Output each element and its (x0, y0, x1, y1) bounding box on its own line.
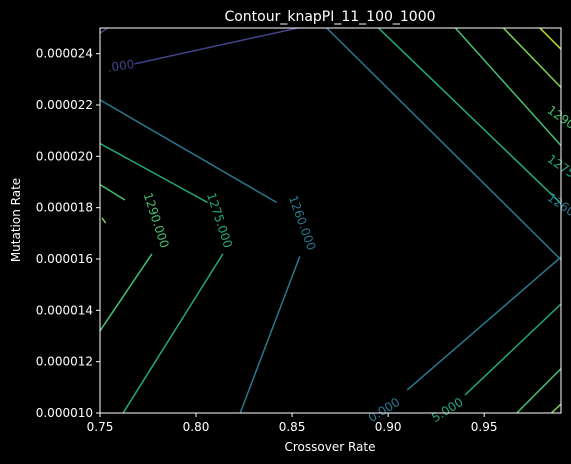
contour-line-1320-13 (539, 28, 561, 51)
contour-line-1275-3 (100, 142, 208, 204)
x-axis-label: Crossover Rate (285, 440, 376, 454)
contour-line-1245-1 (134, 28, 298, 65)
y-tick-label: 0.000014 (36, 303, 93, 317)
contour-line-1260-14 (406, 256, 561, 391)
x-tick-label: 0.95 (471, 420, 498, 434)
x-tick-label: 0.75 (87, 420, 114, 434)
y-axis-label: Mutation Rate (9, 178, 23, 262)
x-tick-label: 0.85 (279, 420, 306, 434)
y-tick-label: 0.000010 (36, 406, 93, 420)
y-tick-label: 0.000012 (36, 355, 93, 369)
contour-line-1275-7 (122, 253, 224, 413)
contour-line-1290-4 (100, 183, 126, 201)
y-tick-label: 0.000024 (36, 47, 93, 61)
contour-lines (100, 28, 561, 413)
y-axis: 0.000010 0.000012 0.000014 0.000016 0.000018… (36, 47, 100, 420)
contour-line-1290-16 (516, 367, 561, 413)
y-tick-label: 0.000020 (36, 149, 93, 163)
x-tick-label: 0.90 (375, 420, 402, 434)
contour-line-1305-5 (101, 217, 107, 224)
y-tick-label: 0.000018 (36, 201, 93, 215)
x-axis: 0.75 0.80 0.85 0.90 0.95 (87, 413, 498, 434)
contour-line-1305-12 (502, 28, 561, 89)
contour-line-1290-6 (100, 253, 153, 332)
contour-line-1305-17 (550, 402, 561, 413)
contour-line-1260-9 (326, 28, 561, 261)
plot-frame (99, 27, 562, 414)
contour-label-0: .000 (107, 57, 135, 75)
contour-line-1290-11 (454, 28, 561, 147)
contour-line-1245-0 (100, 28, 109, 34)
contour-line-1275-15 (464, 302, 561, 396)
contour-line-1260-8 (239, 256, 301, 413)
x-tick-label: 0.80 (183, 420, 210, 434)
contour-line-1260-2 (100, 99, 278, 204)
y-tick-label: 0.000016 (36, 252, 93, 266)
y-tick-label: 0.000022 (36, 98, 93, 112)
contour-line-1275-10 (377, 28, 561, 205)
chart-title: Contour_knapPI_11_100_1000 (224, 9, 435, 25)
